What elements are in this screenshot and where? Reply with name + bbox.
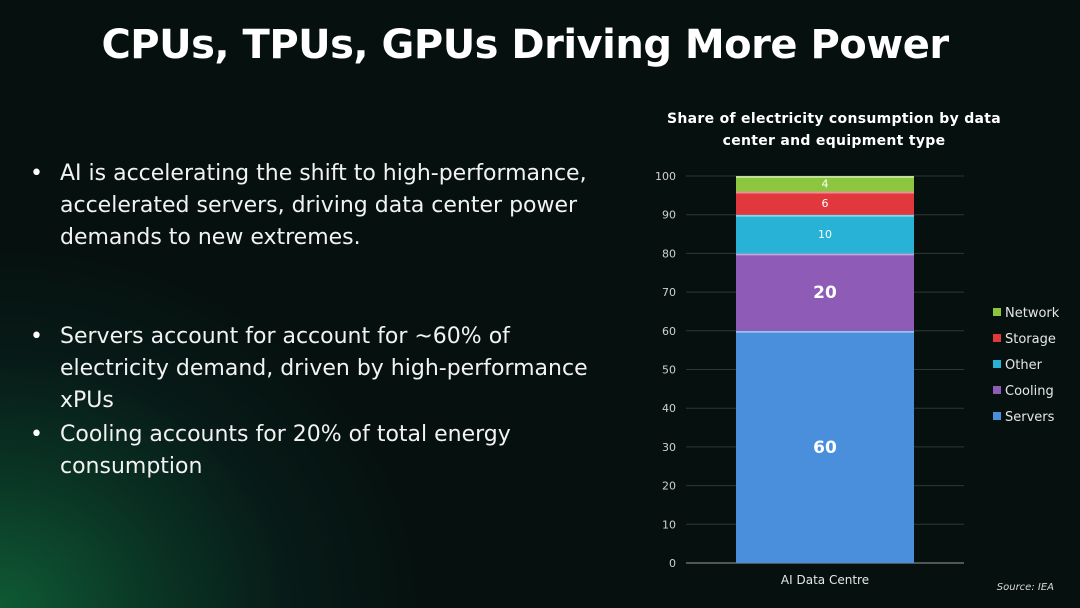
legend-label: Storage — [1005, 332, 1056, 347]
bullet-text: AI is accelerating the shift to high-per… — [60, 161, 587, 250]
legend-label: Other — [1005, 358, 1043, 373]
bullet-item: • AI is accelerating the shift to high-p… — [30, 158, 630, 254]
y-tick-label: 30 — [662, 441, 676, 454]
y-tick-label: 100 — [655, 170, 676, 183]
legend-label: Servers — [1005, 410, 1055, 425]
bullet-dot-icon: • — [30, 324, 43, 349]
y-tick-label: 20 — [662, 480, 676, 493]
bullet-dot-icon: • — [30, 422, 43, 447]
y-tick-label: 10 — [662, 518, 676, 531]
data-label: 20 — [813, 283, 837, 303]
y-tick-label: 70 — [662, 286, 676, 299]
y-tick-label: 50 — [662, 364, 676, 377]
bar-segment-other — [736, 214, 914, 254]
chart-title: Share of electricity consumption by data… — [667, 111, 1001, 149]
bullet-item: • Servers account for account for ~60% o… — [30, 321, 630, 417]
source-note: Source: IEA — [996, 582, 1054, 593]
legend-swatch — [993, 386, 1001, 394]
slide-title: CPUs, TPUs, GPUs Driving More Power — [101, 22, 949, 68]
y-tick-label: 0 — [669, 557, 676, 570]
bar-segment-cooling — [736, 253, 914, 331]
y-tick-label: 40 — [662, 402, 676, 415]
data-label: 60 — [813, 438, 837, 458]
data-label: 10 — [818, 228, 832, 241]
bar-segment-network — [736, 176, 914, 192]
legend-swatch — [993, 412, 1001, 420]
y-tick-label: 90 — [662, 209, 676, 222]
legend-label: Cooling — [1005, 384, 1054, 399]
y-tick-label: 80 — [662, 247, 676, 260]
bullet-text: Cooling accounts for 20% of total energy… — [60, 422, 511, 479]
bullet-item: • Cooling accounts for 20% of total ener… — [30, 419, 630, 483]
legend-swatch — [993, 308, 1001, 316]
data-label: 4 — [822, 178, 829, 191]
data-label: 6 — [822, 197, 829, 210]
legend-swatch — [993, 360, 1001, 368]
legend-swatch — [993, 334, 1001, 342]
y-tick-label: 60 — [662, 325, 676, 338]
x-tick-label: AI Data Centre — [781, 573, 869, 587]
legend-label: Network — [1005, 306, 1060, 321]
bullet-text: Servers account for account for ~60% of … — [60, 324, 588, 413]
bullet-dot-icon: • — [30, 161, 43, 186]
bar-segment-servers — [736, 330, 914, 563]
bar-segment-storage — [736, 191, 914, 215]
